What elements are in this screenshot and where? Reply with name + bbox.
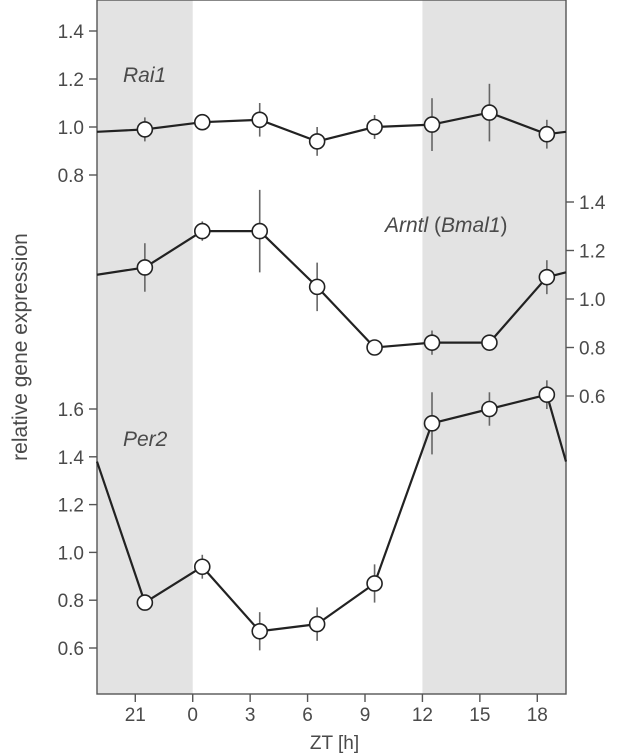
series-label-rai1: Rai1	[123, 64, 166, 87]
y-tick-label: 1.4	[58, 22, 85, 43]
y-tick-label: 0.8	[58, 591, 84, 612]
y-tick-label: 1.2	[579, 242, 605, 263]
x-tick-label: 12	[412, 705, 433, 726]
data-point	[251, 622, 269, 640]
data-point	[423, 116, 441, 133]
data-point	[136, 259, 154, 276]
y-tick-label: 0.6	[58, 639, 84, 660]
y-tick-label: 1.2	[58, 70, 84, 91]
data-point	[193, 113, 211, 131]
data-point	[481, 400, 498, 418]
x-axis-title: ZT [h]	[310, 733, 359, 754]
data-point	[366, 339, 383, 356]
x-tick-label: 21	[125, 705, 146, 726]
data-point	[481, 334, 498, 351]
labels: relative gene expression ZT [h] Rai1 Arnt…	[9, 64, 508, 754]
data-point	[538, 268, 556, 286]
x-tick-label: 6	[302, 705, 313, 726]
series-line	[95, 393, 568, 633]
dark-period-band	[97, 0, 193, 694]
data-point	[538, 386, 556, 403]
data-point	[136, 121, 154, 138]
y-tick-label: 1.4	[579, 193, 606, 214]
data-point	[538, 125, 556, 143]
data-point	[481, 104, 498, 121]
data-point	[308, 133, 326, 150]
data-point	[423, 415, 441, 432]
x-tick-label: 9	[360, 705, 371, 726]
x-tick-label: 15	[469, 705, 490, 726]
y-tick-label: 1.0	[58, 118, 84, 139]
y-tick-label: 0.8	[58, 166, 84, 187]
y-tick-label: 1.6	[58, 400, 84, 421]
series-per2	[95, 380, 568, 651]
series	[95, 83, 568, 651]
y-tick-label: 1.0	[58, 543, 84, 564]
data-point	[251, 222, 269, 240]
x-tick-label: 3	[245, 705, 256, 726]
data-point	[136, 594, 154, 611]
y-tick-label: 1.0	[579, 290, 605, 311]
axes: 21 0 3 6 9 12 15 18 0.8 1.0 1.2 1.4 0.6 0.8 1.0 1.2 1.4 0…	[58, 0, 606, 726]
data-point	[423, 334, 441, 351]
y-tick-label: 0.6	[579, 387, 605, 408]
y-tick-label: 1.4	[58, 448, 85, 469]
series-rai1	[96, 83, 567, 156]
data-point	[193, 558, 211, 576]
series-line	[96, 230, 567, 349]
data-point	[308, 278, 326, 296]
data-point	[251, 111, 269, 129]
y-tick-label: 0.8	[579, 339, 605, 360]
data-point	[193, 222, 211, 240]
x-tick-label: 18	[527, 705, 548, 726]
series-arntl	[96, 189, 567, 356]
data-point	[366, 118, 383, 136]
series-label-per2: Per2	[123, 428, 168, 451]
data-point	[366, 575, 383, 592]
y-axis-title: relative gene expression	[9, 233, 32, 461]
series-label-arntl: Arntl (Bmal1)	[383, 214, 508, 237]
x-tick-label: 0	[187, 705, 198, 726]
series-line	[96, 111, 567, 143]
y-tick-label: 1.2	[58, 496, 84, 517]
data-point	[308, 615, 326, 633]
